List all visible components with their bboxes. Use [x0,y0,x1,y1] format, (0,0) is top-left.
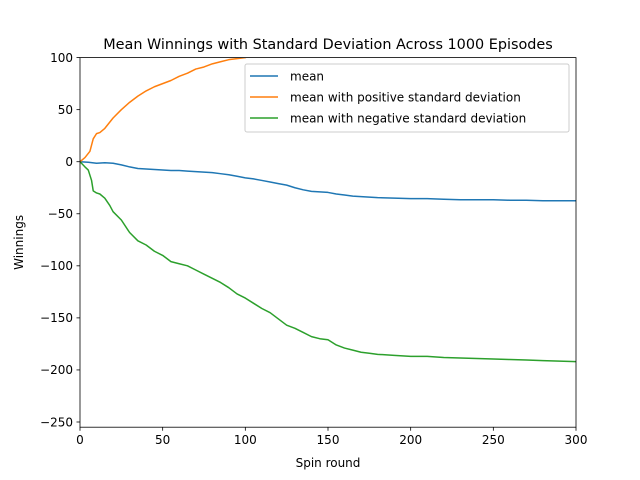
legend: mean mean with positive standard deviatio… [244,63,570,133]
x-tick-label: 200 [399,433,422,447]
y-tick-label: 0 [65,155,73,169]
y-axis-ticks: 100 50 0 −50 −100 −150 −200 −250 [40,51,80,429]
y-tick-label: 50 [58,103,73,117]
x-tick-label: 50 [155,433,170,447]
x-tick-label: 250 [482,433,505,447]
x-tick-label: 150 [317,433,340,447]
series-line-mean-with-positive-standard-deviation [80,57,247,163]
x-axis-ticks: 0 50 100 150 200 250 300 [76,427,587,447]
x-tick-label: 300 [565,433,588,447]
y-tick-label: 100 [50,51,73,65]
legend-label-mean: mean [290,69,324,83]
legend-label-mean-with-positive-standard-deviation: mean with positive standard deviation [290,90,521,104]
series-line-mean [80,160,576,202]
y-tick-label: −200 [40,363,73,377]
y-tick-label: −250 [40,415,73,429]
y-tick-label: −50 [48,207,73,221]
chart-title: Mean Winnings with Standard Deviation Ac… [103,37,553,53]
series-line-mean-with-negative-standard-deviation [80,160,576,363]
y-axis-label: Winnings [12,215,26,270]
y-tick-label: −100 [40,259,73,273]
legend-label-mean-with-negative-standard-deviation: mean with negative standard deviation [290,111,526,125]
y-tick-label: −150 [40,311,73,325]
x-tick-label: 100 [234,433,257,447]
legend-box [244,63,570,133]
x-tick-label: 0 [76,433,84,447]
x-axis-label: Spin round [296,456,361,470]
